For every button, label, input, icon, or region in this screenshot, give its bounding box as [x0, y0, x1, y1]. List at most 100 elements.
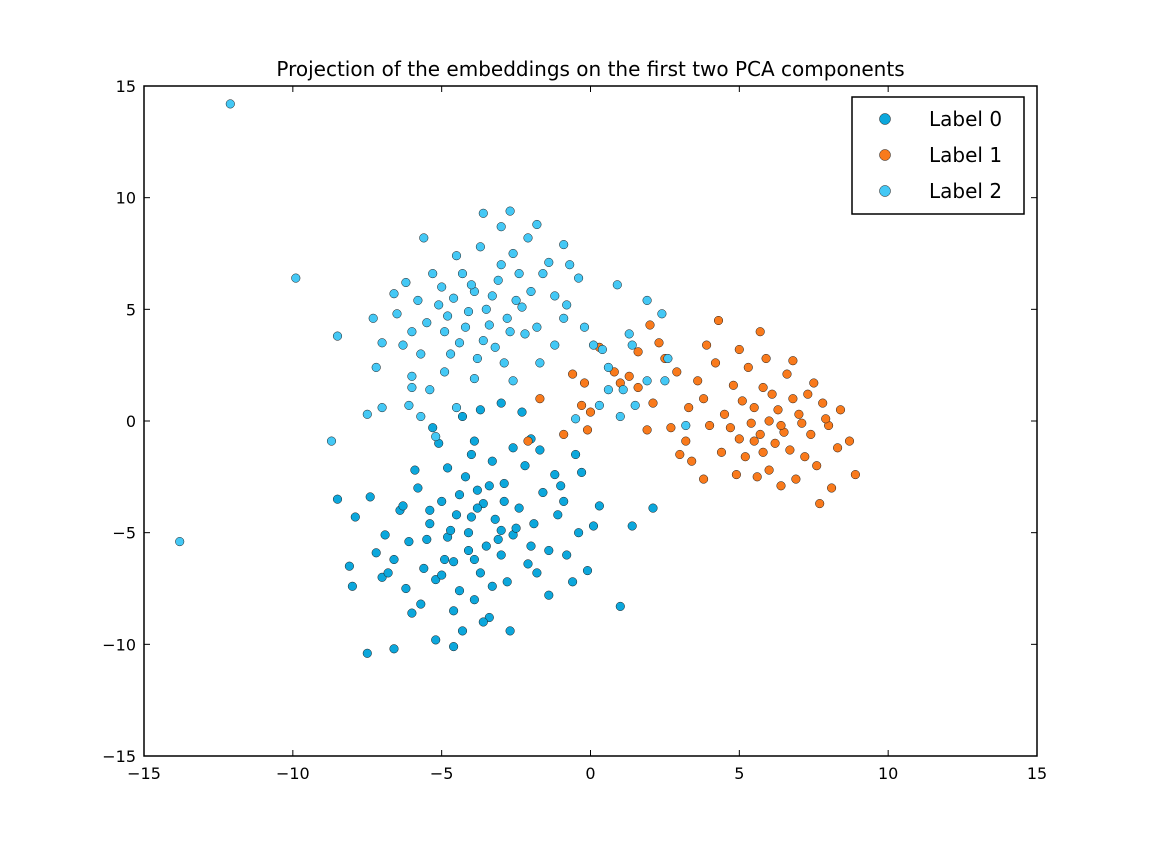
- data-point: [520, 329, 530, 339]
- data-point: [371, 362, 381, 372]
- data-point: [532, 219, 542, 230]
- data-point: [440, 367, 450, 377]
- data-point: [737, 396, 747, 406]
- data-point: [517, 302, 527, 312]
- data-point: [785, 445, 795, 455]
- data-point: [472, 353, 482, 364]
- data-point: [496, 222, 506, 232]
- data-point: [332, 331, 343, 341]
- data-point: [844, 436, 855, 446]
- data-point: [451, 251, 462, 261]
- data-point: [487, 456, 497, 466]
- data-point: [463, 528, 474, 538]
- data-point: [437, 282, 447, 292]
- data-point: [588, 521, 599, 531]
- data-point: [437, 570, 447, 580]
- data-point: [535, 394, 545, 404]
- data-point: [407, 371, 417, 381]
- data-point: [582, 566, 593, 576]
- data-point: [463, 307, 474, 317]
- data-point: [544, 257, 554, 267]
- data-point: [377, 338, 387, 348]
- data-point: [746, 418, 756, 428]
- data-point: [818, 398, 828, 408]
- data-point: [687, 456, 697, 466]
- data-point: [454, 338, 465, 348]
- x-tick-label: −5: [430, 764, 454, 783]
- data-point: [499, 478, 509, 489]
- data-point: [428, 269, 438, 279]
- data-point: [451, 510, 462, 520]
- legend-marker: [879, 149, 891, 161]
- data-point: [365, 492, 375, 502]
- data-point: [850, 470, 860, 480]
- legend-label: Label 0: [929, 107, 1002, 131]
- data-point: [630, 400, 640, 410]
- data-point: [350, 512, 360, 522]
- data-point: [571, 449, 581, 460]
- data-point: [508, 376, 518, 386]
- data-point: [803, 389, 813, 399]
- data-point: [472, 485, 482, 495]
- data-point: [422, 318, 432, 328]
- data-point: [466, 280, 476, 290]
- data-point: [624, 371, 634, 381]
- data-point: [734, 344, 744, 355]
- data-point: [663, 353, 673, 364]
- data-point: [431, 432, 441, 442]
- data-point: [475, 242, 485, 252]
- data-point: [806, 429, 816, 439]
- data-point: [457, 626, 468, 636]
- data-point: [568, 369, 578, 379]
- data-point: [719, 409, 730, 419]
- data-point: [585, 407, 596, 417]
- data-point: [827, 483, 837, 493]
- data-point: [419, 563, 429, 573]
- x-tick-label: 10: [878, 764, 898, 783]
- data-point: [380, 530, 390, 540]
- data-point: [413, 483, 423, 493]
- data-point: [821, 414, 831, 424]
- data-point: [407, 382, 417, 393]
- data-point: [681, 420, 691, 431]
- data-point: [788, 356, 798, 366]
- legend-label: Label 1: [929, 143, 1002, 167]
- data-point: [493, 534, 503, 544]
- data-point: [451, 403, 462, 413]
- data-point: [490, 342, 500, 352]
- data-point: [544, 590, 554, 600]
- data-point: [532, 568, 542, 578]
- data-point: [484, 481, 494, 491]
- data-point: [362, 648, 372, 658]
- data-point: [466, 449, 476, 460]
- data-point: [449, 606, 459, 616]
- data-point: [505, 206, 515, 216]
- data-point: [487, 291, 497, 301]
- legend-marker: [879, 185, 891, 197]
- data-point: [466, 512, 476, 522]
- data-point: [615, 411, 625, 422]
- data-point: [398, 340, 408, 350]
- data-point: [716, 447, 727, 457]
- data-point: [496, 525, 506, 535]
- data-point: [437, 496, 447, 506]
- data-point: [454, 490, 465, 500]
- data-point: [731, 470, 741, 480]
- data-point: [633, 382, 643, 393]
- data-point: [660, 376, 670, 386]
- data-point: [523, 559, 533, 569]
- data-point: [594, 501, 604, 511]
- data-point: [535, 358, 545, 368]
- data-point: [434, 300, 444, 310]
- data-point: [392, 309, 402, 319]
- data-point: [710, 358, 721, 368]
- data-point: [326, 436, 337, 446]
- data-point: [776, 420, 786, 431]
- data-point: [594, 400, 604, 410]
- data-point: [502, 577, 512, 587]
- data-point: [407, 327, 417, 337]
- data-point: [475, 405, 485, 415]
- data-point: [752, 472, 762, 482]
- data-point: [478, 617, 488, 627]
- data-point: [764, 465, 774, 475]
